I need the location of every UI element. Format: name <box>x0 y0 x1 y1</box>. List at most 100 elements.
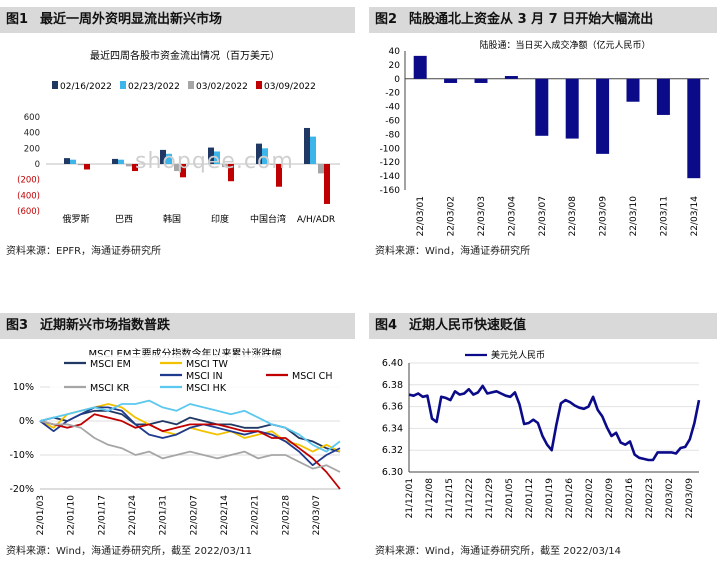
y-tick-label: -120 <box>380 158 401 168</box>
y-tick-label: -100 <box>380 144 401 154</box>
y-tick-label: -40 <box>385 103 400 113</box>
x-tick-label: 22/03/09 <box>685 478 695 519</box>
x-tick-label: 22/03/01 <box>416 196 426 236</box>
y-tick-label: 200 <box>24 144 40 154</box>
bar <box>324 164 330 204</box>
bar <box>276 164 282 187</box>
bar <box>687 78 701 179</box>
y-tick-label: 6.38 <box>382 380 403 391</box>
x-tick-label: 21/12/29 <box>485 478 495 519</box>
panel-header: 图1 最近一周外资明显流出新兴市场 <box>0 7 355 33</box>
legend-label: MSCI TW <box>186 359 228 370</box>
legend-swatch <box>188 81 194 89</box>
bar <box>262 148 268 164</box>
bar <box>126 164 132 167</box>
bar <box>444 78 458 83</box>
y-tick-label: 20 <box>389 61 401 71</box>
legend-label: MSCI CH <box>292 371 332 382</box>
figure-number: 图2 <box>375 12 398 27</box>
x-tick-label: 22/01/05 <box>505 478 515 518</box>
figure-number: 图4 <box>375 318 398 333</box>
figure-title: 近期人民币快速贬值 <box>409 318 527 333</box>
y-tick-label: 40 <box>389 47 401 57</box>
y-tick-label: -80 <box>385 130 400 140</box>
x-tick-label: 21/12/01 <box>405 478 415 518</box>
x-tick-label: 22/03/07 <box>312 495 322 535</box>
usdcny-chart: 6.40 6.38 6.36 6.34 6.32 6.30 美元兑人民币 21/12/01 21… <box>382 349 701 519</box>
panel-fig1: 图1 最近一周外资明显流出新兴市场 最近四周各股市资金流出情况（百万美元） 02/1… <box>0 7 355 259</box>
x-tick-label: 22/03/04 <box>507 196 517 237</box>
y-tick-label: -60 <box>385 117 400 127</box>
x-tick-label: 韩国 <box>163 213 181 225</box>
panel-fig3: 图3 近期新兴市场指数普跌 MSCI EM主要成分指数今年以来累计涨跌幅 10% 0%… <box>0 313 355 563</box>
x-tick-label: 21/12/22 <box>465 478 475 518</box>
panel-header: 图2 陆股通北上资金从 3 月 7 日开始大幅流出 <box>369 7 717 33</box>
y-tick-label: 10% <box>13 382 34 393</box>
y-tick-label: -20% <box>9 484 34 495</box>
x-tick-label: 印度 <box>211 213 229 225</box>
bar <box>70 159 76 164</box>
y-tick-label: -20 <box>385 89 400 99</box>
y-tick-label: (400) <box>17 191 40 201</box>
x-tick-label: 22/03/08 <box>568 196 578 237</box>
panel-fig2: 图2 陆股通北上资金从 3 月 7 日开始大幅流出 陆股通：当日买入成交净额（亿元… <box>369 7 717 259</box>
bar <box>565 78 579 139</box>
fund-flow-chart: 最近四周各股市资金流出情况（百万美元） 02/16/2022 02/23/2022 0… <box>17 49 340 225</box>
x-tick-label: 22/03/02 <box>447 196 457 236</box>
x-tick-label: 22/01/03 <box>36 495 46 535</box>
x-tick-label: 22/01/10 <box>67 495 77 536</box>
figure-title: 最近一周外资明显流出新兴市场 <box>40 12 223 27</box>
bar <box>656 78 670 115</box>
y-tick-label: 6.34 <box>382 423 403 434</box>
legend-label: 02/23/2022 <box>128 82 180 92</box>
watermark: shopqee.com <box>135 149 294 174</box>
x-tick-label: 22/03/10 <box>629 196 639 237</box>
bar <box>318 164 324 174</box>
y-tick-label: 6.36 <box>382 402 403 413</box>
x-tick-label: 22/02/02 <box>585 478 595 518</box>
x-tick-label: 22/01/12 <box>525 478 535 518</box>
x-tick-label: 22/03/03 <box>477 196 487 236</box>
bar <box>304 127 310 164</box>
figure-title: 陆股通北上资金从 3 月 7 日开始大幅流出 <box>409 12 654 27</box>
bar <box>78 164 84 166</box>
legend-label: MSCI HK <box>186 383 227 394</box>
legend-swatch <box>120 81 126 89</box>
x-tick-label: A/H/ADR <box>297 215 335 225</box>
x-tick-label: 22/03/02 <box>665 478 675 518</box>
legend-label: 美元兑人民币 <box>491 349 545 361</box>
source-note: 资料来源：Wind，海通证券研究所 <box>375 246 531 257</box>
chart-title: 陆股通：当日买入成交净额（亿元人民币） <box>479 39 650 51</box>
panel-fig4: 图4 近期人民币快速贬值 6.40 6.38 6.36 6.34 6.32 6.30 美元兑人… <box>369 313 717 563</box>
x-tick-label: 22/03/14 <box>690 196 700 237</box>
legend-label: 03/09/2022 <box>264 82 316 92</box>
bar <box>310 136 316 164</box>
y-tick-label: 0 <box>394 75 400 85</box>
legend-swatch <box>52 81 58 89</box>
x-tick-label: 22/01/24 <box>128 495 138 536</box>
y-tick-label: 400 <box>24 129 40 139</box>
bar <box>132 164 138 172</box>
y-tick-label: -140 <box>380 172 401 182</box>
x-tick-label: 22/02/23 <box>645 478 655 518</box>
series-line <box>39 399 341 453</box>
legend-label: MSCI KR <box>90 383 130 394</box>
northbound-chart: 陆股通：当日买入成交净额（亿元人民币） 40 20 0 -20 -40 -60 -80 -100… <box>380 39 709 237</box>
x-tick-label: 22/03/07 <box>538 196 548 236</box>
y-tick-label: 0% <box>19 416 34 427</box>
x-tick-label: 俄罗斯 <box>62 213 89 225</box>
legend-label: MSCI EM <box>90 359 131 370</box>
bar <box>270 164 276 165</box>
figure-number: 图3 <box>6 318 29 333</box>
series-line <box>39 413 341 490</box>
msci-index-chart: MSCI EM主要成分指数今年以来累计涨跌幅10%0%-10%-20%MSCI … <box>9 347 341 536</box>
bar <box>413 55 427 79</box>
bar <box>174 164 180 172</box>
x-tick-label: 21/12/08 <box>425 478 435 519</box>
x-tick-label: 22/03/09 <box>599 196 609 237</box>
x-tick-label: 22/01/17 <box>97 495 107 535</box>
panel-header: 图4 近期人民币快速贬值 <box>369 313 717 339</box>
chart-title: 最近四周各股市资金流出情况（百万美元） <box>90 49 280 62</box>
legend-label: 03/02/2022 <box>196 82 248 92</box>
x-tick-label: 22/03/11 <box>659 196 669 236</box>
